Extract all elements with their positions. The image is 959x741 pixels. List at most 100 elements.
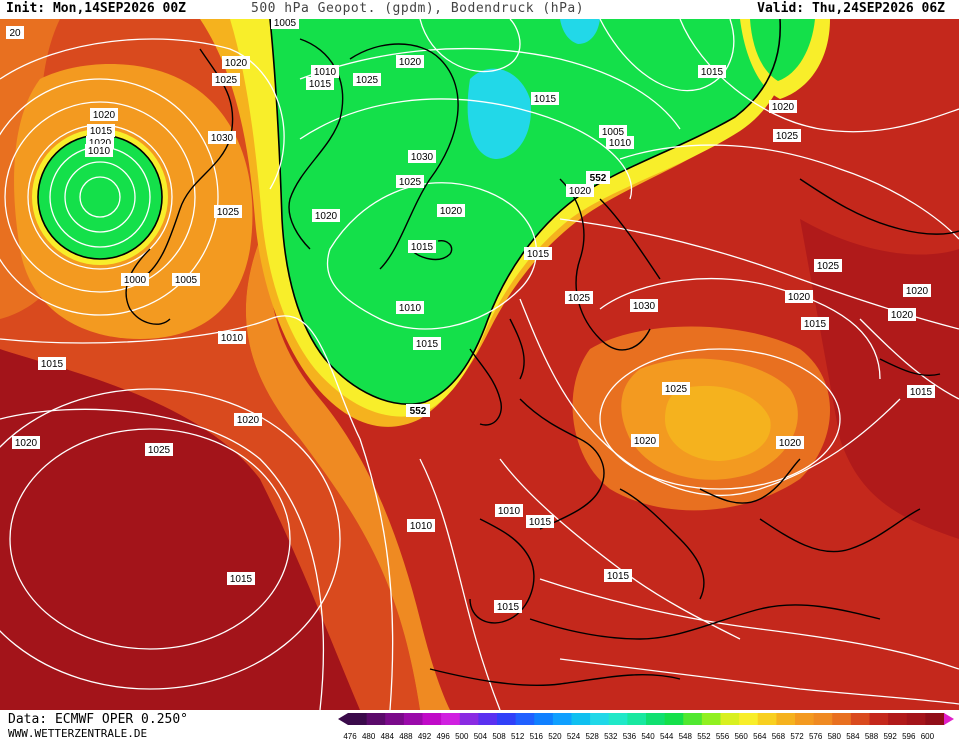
colorbar-swatch <box>403 713 423 725</box>
isobar-label-i27: 1010 <box>399 303 422 314</box>
isobar-label-i1: 20 <box>9 28 21 39</box>
colorbar-swatch <box>646 713 666 725</box>
colorbar-swatch <box>701 713 721 725</box>
colorbar-swatch <box>441 713 461 725</box>
isobar-label-i22: 1020 <box>569 186 592 197</box>
colorbar-label: 476 <box>343 732 357 741</box>
colorbar-swatch <box>534 713 554 725</box>
isobar-label-i24: 1000 <box>124 275 147 286</box>
colorbar-arrow-left <box>338 713 348 725</box>
isobar-label-i12: 1020 <box>89 138 112 149</box>
isobar-label-i26: 1015 <box>411 242 434 253</box>
isobar-label-i30: 1025 <box>568 293 591 304</box>
colorbar-label: 588 <box>865 732 879 741</box>
colorbar-swatch <box>459 713 479 725</box>
colorbar-swatch <box>571 713 591 725</box>
isobar-label-i7: 1025 <box>356 75 379 86</box>
colorbar-swatch <box>776 713 796 725</box>
colorbar-swatch <box>552 713 572 725</box>
isobar-label-i9: 1015 <box>534 94 557 105</box>
colorbar-label: 592 <box>883 732 897 741</box>
isobar-label-i41: 1020 <box>906 286 929 297</box>
colorbar-swatch <box>422 713 442 725</box>
colorbar-swatch <box>497 713 517 725</box>
isobar-label-i40: 1020 <box>788 292 811 303</box>
isobar-label-i36: 1020 <box>237 415 260 426</box>
colorbar-swatch <box>590 713 610 725</box>
colorbar-swatch <box>664 713 684 725</box>
isobar-label-i39: 1025 <box>817 261 840 272</box>
coastlines <box>125 38 959 687</box>
isobar-label-i34: 1015 <box>416 339 439 350</box>
colorbar-swatch <box>757 713 777 725</box>
field-green-northeast <box>750 19 815 81</box>
isobar-label-i5: 1010 <box>314 67 337 78</box>
isobar-label-i29: 1015 <box>527 249 550 260</box>
isobar-label-i15: 1030 <box>211 133 234 144</box>
isobar-label-i33: 1025 <box>217 207 240 218</box>
isobar-label-i43: 1025 <box>665 384 688 395</box>
colorbar-label: 520 <box>548 732 562 741</box>
colorbar-swatch <box>925 713 945 725</box>
colorbar-label: 528 <box>585 732 599 741</box>
colorbar-label: 512 <box>511 732 525 741</box>
header-bar: Init: Mon,14SEP2026 00Z 500 hPa Geopot. … <box>0 0 959 19</box>
init-time: Init: Mon,14SEP2026 00Z <box>6 1 187 16</box>
colorbar: 476 480 484 488 492 496 500 504 508 512 516 520 524 5… <box>338 713 954 741</box>
geo-label-g2: 552 <box>410 406 427 417</box>
colorbar-swatch <box>683 713 703 725</box>
isobar-label-i48: 1020 <box>779 438 802 449</box>
colorbar-label: 508 <box>492 732 506 741</box>
colorbar-swatch <box>627 713 647 725</box>
colorbar-swatch <box>832 713 852 725</box>
isobar-label-i44: 1020 <box>634 436 657 447</box>
colorbar-label: 560 <box>734 732 748 741</box>
colorbar-label: 480 <box>362 732 376 741</box>
isobar-label-i25: 1005 <box>175 275 198 286</box>
isobar-label-i6: 1015 <box>309 79 332 90</box>
isobar-label-i18: 1005 <box>602 127 625 138</box>
colorbar-swatch <box>739 713 759 725</box>
colorbar-swatch <box>888 713 908 725</box>
colorbar-label: 516 <box>530 732 544 741</box>
isobar-label-i52: 1015 <box>607 571 630 582</box>
data-source: Data: ECMWF OPER 0.250° <box>8 712 189 727</box>
colorbar-label: 540 <box>641 732 655 741</box>
colorbar-label: 544 <box>660 732 674 741</box>
colorbar-swatch <box>348 713 368 725</box>
isobar-label-i50: 1015 <box>529 517 552 528</box>
isobar-label-i17: 1025 <box>399 177 422 188</box>
isobar-label-i8: 1020 <box>399 57 422 68</box>
isobar-label-i3: 1020 <box>225 58 248 69</box>
colorbar-swatch <box>515 713 535 725</box>
isobar-label-i21: 1020 <box>772 102 795 113</box>
field-amber-core <box>665 385 771 461</box>
colorbar-swatch <box>608 713 628 725</box>
colorbar-label: 504 <box>474 732 488 741</box>
isobar-label-i35: 1015 <box>41 359 64 370</box>
isobar-label-i14: 1010 <box>88 146 111 157</box>
isobar-label-i19: 1010 <box>609 138 632 149</box>
weather-map[interactable]: 552 552 552 20 1005 1020 1025 1010 1015 … <box>0 19 959 710</box>
isobar-label-i53: 1015 <box>497 602 520 613</box>
field-green-low-west <box>38 135 162 259</box>
colorbar-label: 484 <box>381 732 395 741</box>
isobar-label-i31: 1030 <box>633 301 656 312</box>
isobar-label-i4: 1025 <box>215 75 238 86</box>
contour-552 <box>281 19 782 405</box>
geo-label-g1: 552 <box>590 173 607 184</box>
isobar-label-i20: 1025 <box>776 131 799 142</box>
colorbar-swatch <box>813 713 833 725</box>
colorbar-swatch <box>385 713 405 725</box>
colorbar-swatch <box>906 713 926 725</box>
map-canvas: 552 552 552 20 1005 1020 1025 1010 1015 … <box>0 19 959 710</box>
colorbar-arrow-right <box>944 713 954 725</box>
isobar-label-i47: 1025 <box>148 445 171 456</box>
colorbar-label: 564 <box>753 732 767 741</box>
colorbar-swatch <box>795 713 815 725</box>
isobar-label-i2: 1005 <box>274 19 297 29</box>
colorbar-label: 568 <box>772 732 786 741</box>
colorbar-label: 552 <box>697 732 711 741</box>
isobar-label-i45: 1010 <box>410 521 433 532</box>
isobar-label-i16: 1030 <box>411 152 434 163</box>
